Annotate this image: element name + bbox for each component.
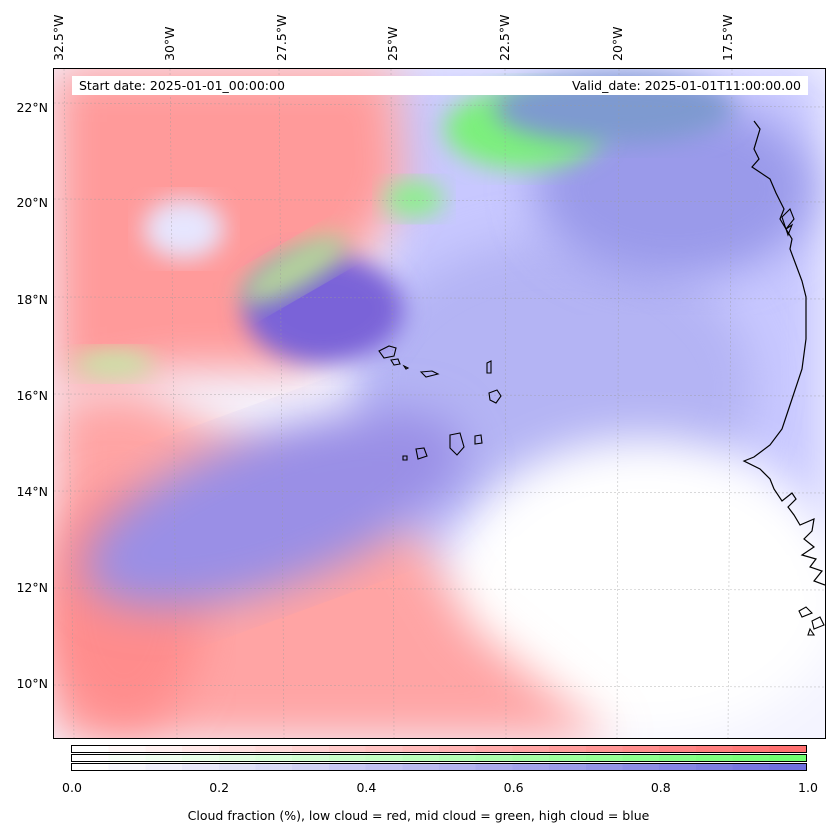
longitude-tick-label: 32.5°W xyxy=(51,14,66,61)
longitude-tick-label: 20°W xyxy=(610,26,625,61)
latitude-tick-label: 10°N xyxy=(16,676,48,691)
high-cloud-area xyxy=(534,99,814,279)
longitude-tick-label: 27.5°W xyxy=(274,14,289,61)
longitude-tick-label: 22.5°W xyxy=(497,14,512,61)
latitude-tick-label: 14°N xyxy=(16,484,48,499)
cape-verde-islands xyxy=(378,345,502,461)
latitude-tick-label: 16°N xyxy=(16,388,48,403)
graticule xyxy=(54,69,825,738)
mid-cloud-area xyxy=(241,234,347,304)
latitude-tick-label: 12°N xyxy=(16,580,48,595)
colorbar-mid-cloud xyxy=(71,754,807,762)
clear-patch xyxy=(144,199,224,259)
colorbar-tick-label: 0.2 xyxy=(209,780,230,795)
mid-cloud-area xyxy=(384,181,444,217)
start-date-label: Start date: 2025-01-01_00:00:00 xyxy=(79,78,285,93)
date-info-bar: Start date: 2025-01-01_00:00:00 Valid_da… xyxy=(72,76,808,95)
colorbar-tick-label: 0.6 xyxy=(503,780,524,795)
colorbar-tick-label: 0.8 xyxy=(650,780,671,795)
latitude-tick-label: 22°N xyxy=(16,100,48,115)
colorbar-label: Cloud fraction (%), low cloud = red, mid… xyxy=(187,808,650,823)
colorbar-high-cloud xyxy=(71,763,807,771)
clear-sky-area xyxy=(444,439,825,738)
map-panel xyxy=(53,68,826,739)
colorbar-tick-label: 1.0 xyxy=(798,780,818,795)
colorbar-low-cloud xyxy=(71,745,807,753)
colorbar xyxy=(71,745,809,771)
africa-coastline xyxy=(742,120,825,586)
cloud-field xyxy=(54,69,825,738)
valid-date-label: Valid_date: 2025-01-01T11:00:00.00 xyxy=(571,78,801,93)
longitude-tick-label: 25°W xyxy=(385,26,400,61)
africa-coastline-islands xyxy=(781,208,825,636)
colorbar-tick-label: 0.0 xyxy=(62,780,82,795)
mid-cloud-area xyxy=(74,350,154,378)
mixed-cloud-band xyxy=(84,410,464,608)
cloud-fraction-map xyxy=(54,69,825,738)
colorbar-tick-label: 0.4 xyxy=(356,780,377,795)
latitude-tick-label: 18°N xyxy=(16,292,48,307)
latitude-tick-label: 20°N xyxy=(16,195,48,210)
longitude-tick-label: 17.5°W xyxy=(720,14,735,61)
longitude-tick-label: 30°W xyxy=(162,26,177,61)
